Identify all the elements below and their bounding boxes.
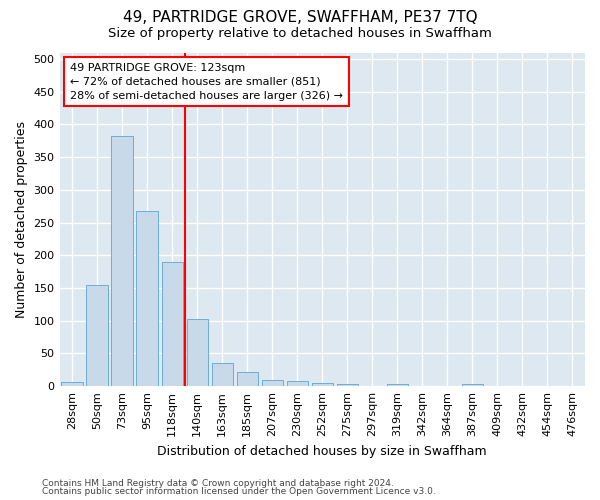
Bar	[112, 136, 133, 386]
Bar	[337, 384, 358, 386]
Bar	[262, 380, 283, 386]
Bar	[187, 319, 208, 386]
Y-axis label: Number of detached properties: Number of detached properties	[15, 121, 28, 318]
Bar	[287, 381, 308, 386]
Bar	[136, 212, 158, 386]
Text: 49, PARTRIDGE GROVE, SWAFFHAM, PE37 7TQ: 49, PARTRIDGE GROVE, SWAFFHAM, PE37 7TQ	[122, 10, 478, 25]
Bar	[61, 382, 83, 386]
Text: 49 PARTRIDGE GROVE: 123sqm
← 72% of detached houses are smaller (851)
28% of sem: 49 PARTRIDGE GROVE: 123sqm ← 72% of deta…	[70, 62, 343, 100]
Bar	[311, 383, 333, 386]
Bar	[462, 384, 483, 386]
Text: Contains public sector information licensed under the Open Government Licence v3: Contains public sector information licen…	[42, 487, 436, 496]
Text: Contains HM Land Registry data © Crown copyright and database right 2024.: Contains HM Land Registry data © Crown c…	[42, 478, 394, 488]
Text: Size of property relative to detached houses in Swaffham: Size of property relative to detached ho…	[108, 28, 492, 40]
Bar	[387, 384, 408, 386]
Bar	[236, 372, 258, 386]
Bar	[161, 262, 183, 386]
Bar	[86, 285, 108, 386]
Bar	[212, 362, 233, 386]
X-axis label: Distribution of detached houses by size in Swaffham: Distribution of detached houses by size …	[157, 444, 487, 458]
